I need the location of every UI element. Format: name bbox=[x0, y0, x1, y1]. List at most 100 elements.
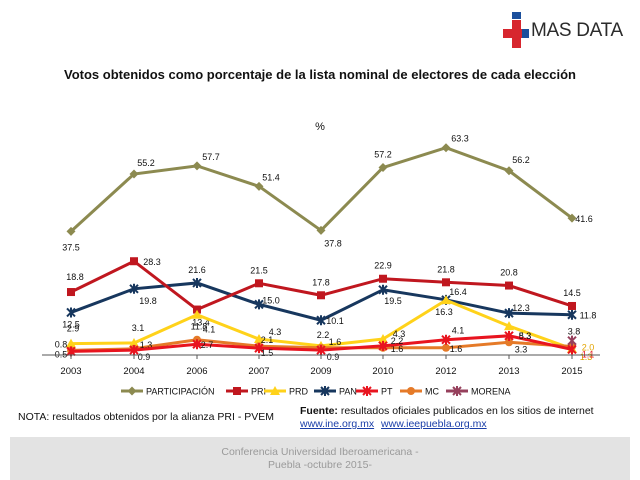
x-tick-label: 2015 bbox=[561, 366, 582, 377]
legend-marker-participacion bbox=[127, 386, 137, 396]
source-text: resultados oficiales publicados en los s… bbox=[340, 405, 594, 417]
data-point-pan bbox=[129, 283, 139, 294]
data-point-pri bbox=[317, 291, 325, 300]
data-label-mc: 3.3 bbox=[515, 344, 528, 354]
x-tick-label: 2007 bbox=[248, 366, 269, 377]
data-label-mc: 1.6 bbox=[329, 337, 342, 347]
unit-label: % bbox=[315, 121, 325, 133]
data-label-pri: 13.4 bbox=[192, 318, 210, 328]
data-label-mc: 1.6 bbox=[391, 344, 404, 354]
mas-data-logo bbox=[503, 12, 529, 50]
data-label-pan: 12.3 bbox=[512, 303, 530, 313]
data-point-pri bbox=[67, 288, 75, 297]
data-label-prd: 11.8 bbox=[191, 322, 208, 332]
legend-item-morena: MORENA bbox=[446, 386, 511, 397]
data-label-prd: 1.3 bbox=[580, 352, 593, 362]
data-label-pan: 12.5 bbox=[62, 319, 80, 329]
data-point-participacion bbox=[504, 166, 514, 176]
data-label-pt: 0.9 bbox=[327, 352, 340, 362]
source-link-ieepuebla[interactable]: www.ieepuebla.org.mx bbox=[381, 418, 487, 430]
footnote: NOTA: resultados obtenidos por la alianz… bbox=[18, 411, 275, 423]
data-point-pan bbox=[504, 308, 514, 319]
data-point-prd bbox=[441, 295, 451, 305]
x-tick-label: 2003 bbox=[60, 366, 81, 377]
data-point-pan bbox=[316, 315, 326, 326]
data-point-prd bbox=[129, 337, 139, 347]
data-point-pt bbox=[129, 345, 139, 356]
data-label-prd: 8.3 bbox=[519, 331, 532, 341]
data-label-participacion: 37.8 bbox=[324, 238, 342, 248]
data-label-pan: 21.6 bbox=[188, 265, 206, 275]
data-label-pri: 21.8 bbox=[437, 264, 455, 274]
footer-line-2: Puebla -octubre 2015- bbox=[268, 459, 372, 471]
data-point-morena bbox=[567, 335, 577, 346]
data-point-prd bbox=[192, 309, 202, 319]
data-point-pri bbox=[568, 301, 576, 310]
legend-item-pan: PAN bbox=[314, 386, 357, 397]
chart-title: Votos obtenidos como porcentaje de la li… bbox=[64, 67, 576, 82]
data-point-pan bbox=[378, 284, 388, 295]
data-label-pri: 28.3 bbox=[143, 257, 161, 267]
legend-marker-pri bbox=[233, 387, 241, 395]
data-point-pan bbox=[254, 299, 264, 310]
data-label-pan: 10.1 bbox=[326, 316, 344, 326]
data-point-pt bbox=[441, 334, 451, 345]
data-label-mc: 1.3 bbox=[140, 340, 153, 350]
legend-label-morena: MORENA bbox=[471, 387, 511, 397]
footer-bar bbox=[10, 437, 630, 480]
x-tick-label: 2010 bbox=[372, 366, 393, 377]
data-point-prd bbox=[378, 334, 388, 344]
x-tick-label: 2013 bbox=[498, 366, 519, 377]
data-label-pri: 18.8 bbox=[66, 272, 84, 282]
data-label-pt: 1.5 bbox=[261, 348, 274, 358]
data-label-pri: 14.5 bbox=[563, 288, 581, 298]
source-link-ine[interactable]: www.ine.org.mx bbox=[300, 418, 375, 430]
data-point-pt bbox=[192, 339, 202, 350]
data-point-participacion bbox=[316, 225, 326, 235]
data-point-pt bbox=[254, 343, 264, 354]
legend-marker-pan bbox=[320, 386, 330, 396]
data-label-pt: 2.2 bbox=[391, 336, 404, 346]
data-label-pri: 20.8 bbox=[500, 268, 518, 278]
data-point-pt bbox=[378, 340, 388, 351]
data-label-prd: 2.9 bbox=[67, 324, 80, 334]
data-label-prd: 4.3 bbox=[269, 327, 282, 337]
series-morena: 3.8 bbox=[567, 327, 580, 346]
series-participacion: 37.5 55.2 57.7 51.4 37.8 57.2 63.3 56.2 41.6 bbox=[62, 134, 593, 253]
data-label-participacion: 56.2 bbox=[512, 155, 530, 165]
legend-marker-morena bbox=[452, 386, 462, 396]
data-point-participacion bbox=[129, 169, 139, 179]
data-label-pan: 11.8 bbox=[580, 311, 597, 321]
data-point-pan bbox=[567, 309, 577, 320]
data-point-pri bbox=[130, 257, 138, 266]
data-label-pt: 4.1 bbox=[452, 326, 465, 336]
data-label-mc: 0.8 bbox=[55, 339, 68, 349]
legend-item-mc: MC bbox=[400, 387, 439, 397]
legend-label-pt: PT bbox=[381, 387, 393, 397]
legend-item-pt: PT bbox=[356, 386, 393, 397]
data-label-pri: 21.5 bbox=[250, 265, 268, 275]
data-label-mc: 2.1 bbox=[261, 335, 274, 345]
data-point-mc bbox=[505, 338, 513, 347]
data-point-pri bbox=[193, 305, 201, 314]
data-label-prd: 2.2 bbox=[317, 330, 330, 340]
legend-label-pan: PAN bbox=[339, 387, 357, 397]
legend-marker-mc bbox=[407, 387, 415, 395]
data-point-participacion bbox=[192, 161, 202, 171]
series-pan: 12.5 19.8 21.6 15.0 10.1 19.5 16.4 12.3 11.8 bbox=[62, 265, 596, 330]
legend-label-participacion: PARTICIPACIÓN bbox=[146, 387, 215, 397]
footer-line-1: Conferencia Universidad Iberoamericana - bbox=[221, 446, 419, 458]
data-point-prd bbox=[66, 338, 76, 348]
source-label: Fuente: bbox=[300, 405, 338, 417]
data-point-pan bbox=[192, 277, 202, 288]
data-label-mc: 1.6 bbox=[450, 344, 463, 354]
data-point-participacion bbox=[441, 143, 451, 153]
data-point-pt bbox=[316, 345, 326, 356]
data-point-mc bbox=[442, 343, 450, 352]
data-label-mc: 4.1 bbox=[203, 325, 216, 335]
data-point-participacion bbox=[378, 163, 388, 173]
data-label-prd: 16.3 bbox=[435, 307, 453, 317]
data-point-participacion bbox=[567, 213, 577, 223]
legend-item-participacion: PARTICIPACIÓN bbox=[121, 386, 215, 397]
data-label-participacion: 63.3 bbox=[451, 134, 469, 144]
